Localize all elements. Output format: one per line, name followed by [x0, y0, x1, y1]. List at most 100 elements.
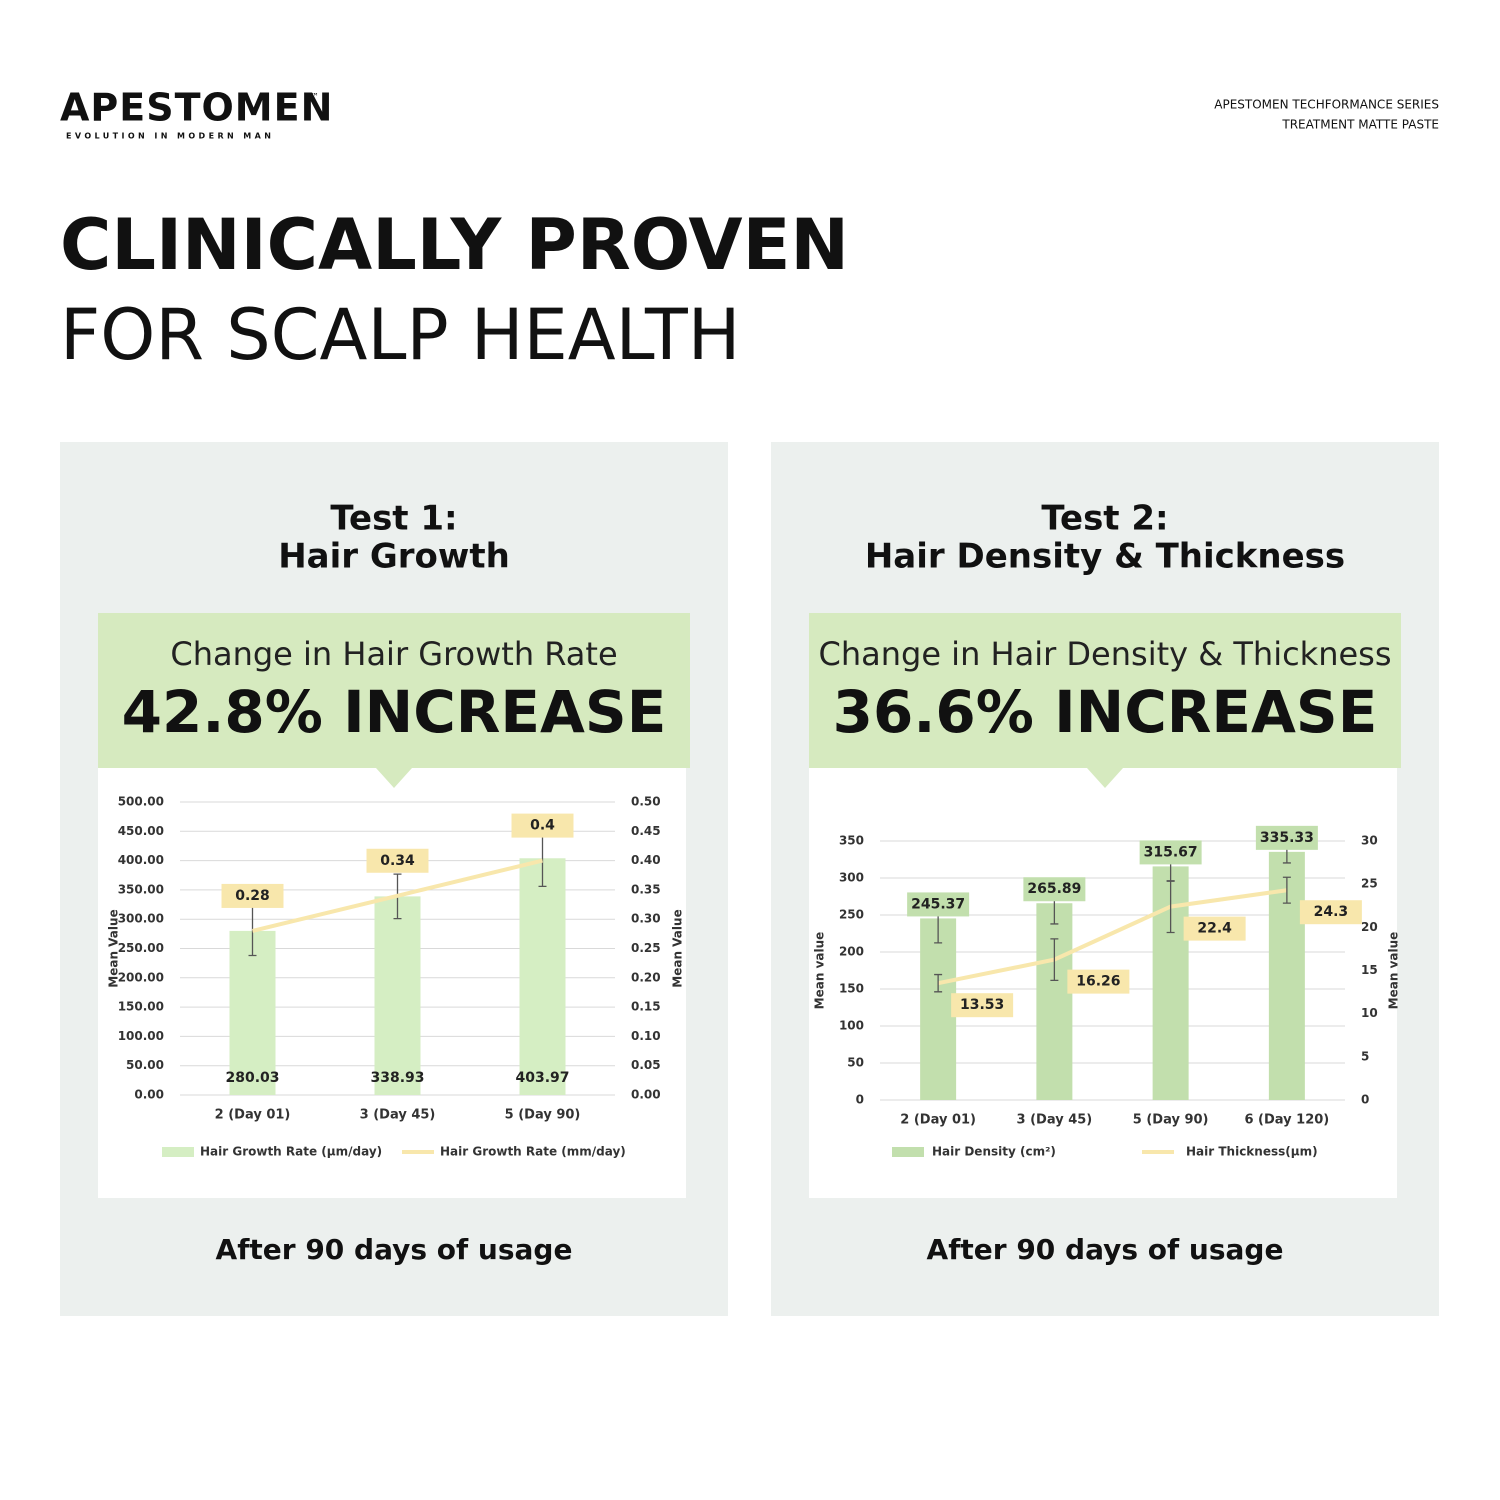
y-tick-label: 150.00: [118, 1000, 164, 1014]
error-bar: [1050, 938, 1059, 981]
test-label: Test 2:: [1041, 499, 1168, 539]
data-label: 280.03: [225, 1070, 279, 1086]
y2-tick-label: 5: [1361, 1049, 1369, 1063]
y-tick-label: 450.00: [118, 824, 164, 838]
title-line1: CLINICALLY PROVEN: [60, 204, 849, 286]
data-label-box: [1255, 825, 1318, 850]
error-bar: [934, 973, 943, 993]
highlight-caption: Change in Hair Density & Thickness: [818, 635, 1391, 673]
y2-axis-title: Mean value: [1387, 932, 1401, 1010]
y-tick-label: 0: [856, 1093, 864, 1107]
y-tick-label: 0.00: [134, 1088, 164, 1102]
y-axis-title: Mean Value: [107, 909, 121, 987]
x-tick-label: 6 (Day 120): [1244, 1113, 1329, 1128]
data-label-box: [1183, 916, 1246, 941]
highlight-box: [809, 613, 1401, 768]
bar: [229, 930, 276, 1095]
data-label: 0.28: [235, 888, 270, 904]
series-line: APESTOMEN TECHFORMANCE SERIES: [1214, 98, 1439, 112]
y2-tick-label: 0.15: [631, 1000, 661, 1014]
data-label-box: [1299, 900, 1362, 925]
data-label: 24.3: [1314, 904, 1349, 920]
data-label-box: [1067, 969, 1130, 994]
y2-tick-label: 0.05: [631, 1058, 661, 1072]
data-label-box: [1023, 877, 1086, 902]
data-label: 245.37: [911, 896, 965, 912]
y2-tick-label: 20: [1361, 920, 1378, 934]
y2-tick-label: 0.35: [631, 882, 661, 896]
product-line: TREATMENT MATTE PASTE: [1281, 118, 1439, 132]
y2-tick-label: 0.45: [631, 824, 661, 838]
x-tick-label: 2 (Day 01): [900, 1113, 976, 1128]
x-tick-label: 5 (Day 90): [505, 1108, 581, 1123]
y2-tick-label: 0.00: [631, 1088, 661, 1102]
y-tick-label: 350: [839, 834, 864, 848]
data-label-box: [511, 813, 574, 838]
data-label: 13.53: [960, 997, 1004, 1013]
y2-tick-label: 25: [1361, 877, 1378, 891]
y-tick-label: 100.00: [118, 1029, 164, 1043]
tagline: EVOLUTION IN MODERN MAN: [66, 132, 274, 141]
data-label-box: [221, 883, 284, 908]
y-tick-label: 250.00: [118, 941, 164, 955]
y-tick-label: 200.00: [118, 970, 164, 984]
y2-tick-label: 0.30: [631, 912, 661, 926]
y2-tick-label: 0.40: [631, 853, 661, 867]
y-tick-label: 400.00: [118, 853, 164, 867]
y2-tick-label: 30: [1361, 834, 1378, 848]
legend-label: Hair Growth Rate (μm/day): [200, 1145, 382, 1159]
highlight-value: 42.8% INCREASE: [122, 678, 667, 746]
bar: [519, 858, 566, 1095]
title-line2: FOR SCALP HEALTH: [60, 294, 740, 376]
x-tick-label: 3 (Day 45): [1017, 1113, 1093, 1128]
data-label: 335.33: [1260, 830, 1314, 846]
highlight-pointer: [1087, 768, 1123, 788]
x-tick-label: 3 (Day 45): [360, 1108, 436, 1123]
y2-tick-label: 0.10: [631, 1029, 661, 1043]
data-label: 22.4: [1197, 921, 1232, 937]
legend-label: Hair Density (cm²): [932, 1145, 1056, 1159]
data-label: 265.89: [1027, 881, 1081, 897]
highlight-caption: Change in Hair Growth Rate: [170, 635, 617, 673]
y-tick-label: 50.00: [126, 1058, 164, 1072]
error-bar: [1282, 876, 1291, 904]
x-tick-label: 2 (Day 01): [215, 1108, 291, 1123]
highlight-pointer: [376, 768, 412, 788]
data-label-box: [907, 892, 970, 917]
error-bar: [1166, 880, 1175, 934]
bar: [374, 896, 421, 1095]
legend-label: Hair Thickness(μm): [1186, 1145, 1318, 1159]
test-subject: Hair Growth: [278, 537, 510, 577]
highlight-value: 36.6% INCREASE: [833, 678, 1378, 746]
data-label: 338.93: [370, 1070, 424, 1086]
y2-tick-label: 0.25: [631, 941, 661, 955]
highlight-box: [98, 613, 690, 768]
data-label: 315.67: [1144, 844, 1198, 860]
data-label-box: [366, 848, 429, 873]
y2-tick-label: 0.50: [631, 795, 661, 809]
bar: [1036, 903, 1073, 1100]
legend-swatch: [162, 1147, 194, 1157]
data-label-box: [951, 993, 1014, 1018]
legend-swatch: [892, 1147, 924, 1157]
panel-footer: After 90 days of usage: [927, 1233, 1284, 1266]
brand: APESTOMEN: [60, 86, 333, 130]
data-label: 0.4: [530, 818, 555, 834]
y-axis-title: Mean value: [813, 932, 827, 1010]
test-subject: Hair Density & Thickness: [865, 537, 1345, 577]
data-label: 16.26: [1076, 974, 1120, 990]
y-tick-label: 300.00: [118, 912, 164, 926]
y-tick-label: 500.00: [118, 795, 164, 809]
y2-tick-label: 10: [1361, 1006, 1378, 1020]
y-tick-label: 350.00: [118, 882, 164, 896]
y-tick-label: 200: [839, 945, 864, 959]
line: [937, 888, 1288, 986]
y2-tick-label: 0: [1361, 1093, 1369, 1107]
y2-tick-label: 0.20: [631, 970, 661, 984]
data-label-box: [1139, 840, 1202, 865]
y2-tick-label: 15: [1361, 963, 1378, 977]
bar: [920, 918, 957, 1100]
y-tick-label: 150: [839, 982, 864, 996]
data-label: 403.97: [515, 1070, 569, 1086]
